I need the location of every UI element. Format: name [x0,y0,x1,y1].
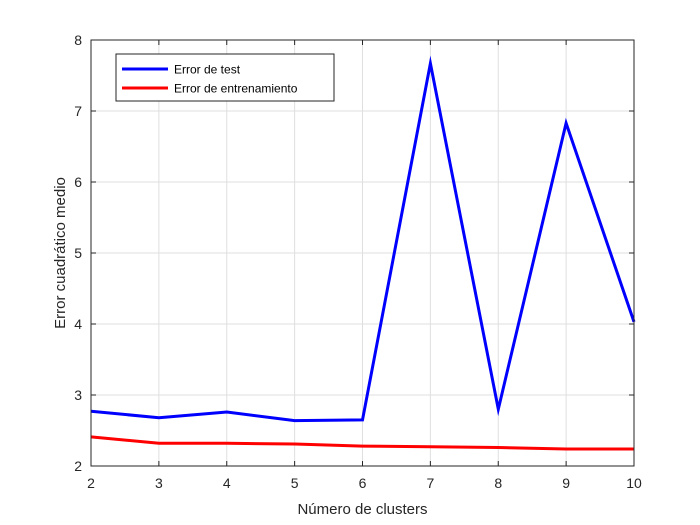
x-tick-label: 10 [626,475,642,491]
series-line-test [90,55,636,423]
y-tick-label: 3 [74,387,82,403]
x-tick-label: 2 [87,475,95,491]
y-tick-label: 8 [74,32,82,48]
legend-box [115,53,335,102]
y-axis-label: Error cuadrático medio [52,177,69,329]
x-tick-label: 3 [155,475,163,491]
x-tick-label: 9 [562,475,570,491]
legend: Error de test Error de entrenamiento [115,53,335,102]
y-tick-label: 6 [74,174,82,190]
x-tick-label: 8 [494,475,502,491]
y-tick-label: 7 [74,103,82,119]
series-layer [90,55,636,451]
y-tick-label: 2 [74,458,82,474]
x-tick-label: 6 [359,475,367,491]
series-line-train [90,435,634,451]
y-tick-label: 5 [74,245,82,261]
ticks: 2 3 4 5 6 7 8 9 10 2 3 4 5 6 7 8 [74,32,642,491]
x-tick-label: 5 [291,475,299,491]
x-tick-label: 4 [223,475,231,491]
x-tick-label: 7 [426,475,434,491]
y-tick-label: 4 [74,316,82,332]
legend-label-train: Error de entrenamiento [174,82,298,96]
x-axis-label: Número de clusters [297,501,427,518]
legend-label-test: Error de test [174,63,241,77]
